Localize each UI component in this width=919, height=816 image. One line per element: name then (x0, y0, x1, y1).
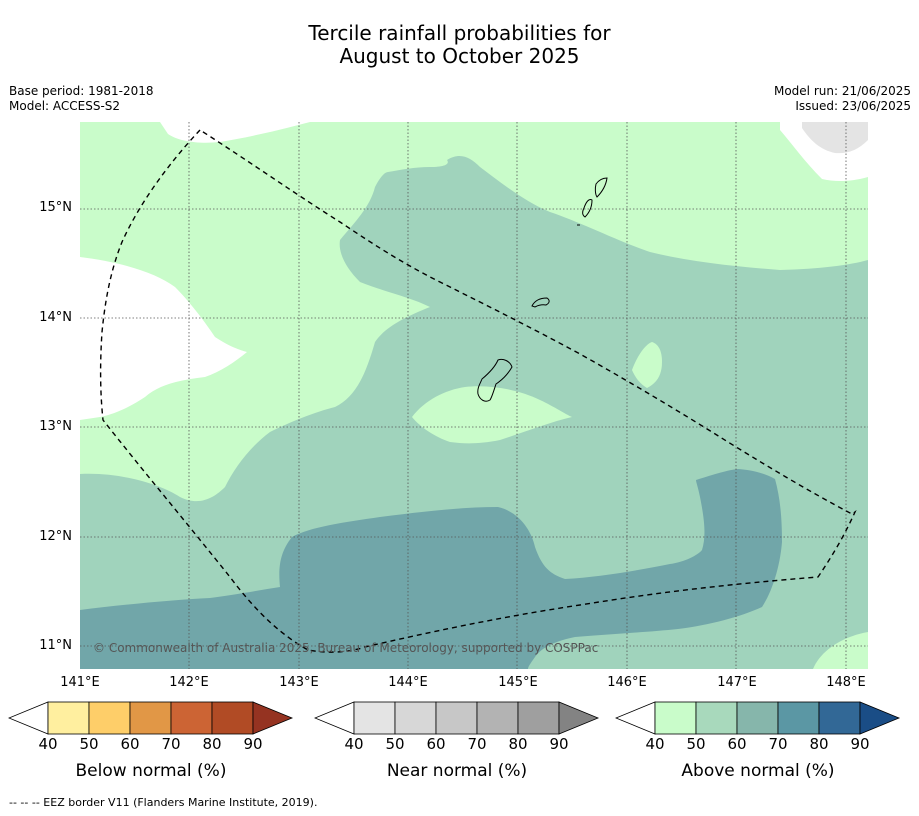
colorbar-above-tick: 60 (727, 735, 747, 753)
base-period: Base period: 1981-2018 (9, 84, 154, 98)
colorbar-below-segment (88, 701, 131, 735)
lat-label-12: 12°N (39, 529, 72, 544)
colorbar-above-segment (818, 701, 861, 735)
lat-label-13: 13°N (39, 419, 72, 434)
colorbar-below-segment (211, 701, 254, 735)
islands (477, 177, 608, 402)
region-above-40-50-southeast (813, 632, 868, 669)
lat-label-14: 14°N (39, 310, 72, 325)
model-name: Model: ACCESS-S2 (9, 99, 121, 113)
lon-label-148: 148°E (826, 675, 866, 690)
island-rota (531, 297, 550, 308)
colorbar-above-label: Above normal (%) (681, 761, 835, 781)
colorbar-below-segment (170, 701, 213, 735)
title-line-2: August to October 2025 (339, 44, 580, 68)
colorbar-near-segment (517, 701, 560, 735)
lon-label-142: 142°E (169, 675, 209, 690)
probability-map (80, 122, 868, 669)
colorbar-below-label: Below normal (%) (75, 761, 227, 781)
eez-border (99, 129, 857, 653)
colorbar-below-tick: 80 (202, 735, 222, 753)
colorbar-above (615, 701, 901, 735)
lat-label-15: 15°N (39, 200, 72, 215)
island-tinian (594, 177, 608, 198)
colorbar-above-extend-low (615, 701, 656, 735)
colorbar-near-segment (476, 701, 519, 735)
colorbar-above-tick: 80 (809, 735, 829, 753)
colorbar-above-tick: 90 (850, 735, 870, 753)
colorbar-above-segment (736, 701, 779, 735)
colorbar-below-tick: 40 (38, 735, 58, 753)
region-above-60-70 (80, 469, 782, 669)
map-title: Tercile rainfall probabilities for Augus… (0, 22, 919, 68)
title-line-1: Tercile rainfall probabilities for (308, 21, 611, 45)
island-guam (477, 358, 513, 402)
colorbar-near-tick: 90 (549, 735, 569, 753)
island-saipan (582, 199, 593, 218)
lat-label-11: 11°N (39, 638, 72, 653)
colorbar-above-extend-high (859, 701, 901, 735)
colorbar-above-tick: 40 (645, 735, 665, 753)
colorbar-near-label: Near normal (%) (386, 761, 528, 781)
region-white-west (80, 257, 247, 420)
lon-label-143: 143°E (279, 675, 319, 690)
region-near-northeast (802, 122, 868, 154)
colorbar-near-tick: 40 (344, 735, 364, 753)
colorbar-below-extend-high (252, 701, 294, 735)
region-above-40-50-centre (412, 386, 572, 444)
lon-label-145: 145°E (498, 675, 538, 690)
colorbar-near-tick: 80 (508, 735, 528, 753)
region-above-40-50-east (632, 342, 662, 388)
colorbar-near (314, 701, 600, 735)
colorbar-below-tick: 90 (243, 735, 263, 753)
meta-left: Base period: 1981-2018 Model: ACCESS-S2 (9, 84, 154, 114)
graticule (80, 122, 868, 669)
lon-label-144: 144°E (388, 675, 428, 690)
colorbar-above-segment (777, 701, 820, 735)
lon-label-141: 141°E (60, 675, 100, 690)
region-white-north (160, 122, 310, 143)
colorbar-near-tick: 50 (385, 735, 405, 753)
colorbar-above-segment (695, 701, 738, 735)
lon-label-147: 147°E (717, 675, 757, 690)
colorbar-near-segment (394, 701, 437, 735)
colorbar-below-segment (129, 701, 172, 735)
colorbar-near-tick: 60 (426, 735, 446, 753)
colorbar-below-tick: 60 (120, 735, 140, 753)
colorbar-near-extend-low (314, 701, 355, 735)
colorbar-near-segment (435, 701, 478, 735)
model-run: Model run: 21/06/2025 (773, 84, 911, 98)
lon-label-146: 146°E (607, 675, 647, 690)
copyright-notice: © Commonwealth of Australia 2025, Bureau… (93, 641, 599, 655)
colorbar-below-extend-low (8, 701, 49, 735)
colorbar-above-tick: 70 (768, 735, 788, 753)
colorbar-above-tick: 50 (686, 735, 706, 753)
eez-legend-note: -- -- -- EEZ border V11 (Flanders Marine… (9, 796, 318, 809)
colorbar-below-tick: 50 (79, 735, 99, 753)
colorbar-below (8, 701, 294, 735)
colorbar-above-segment (654, 701, 697, 735)
colorbar-below-segment (47, 701, 90, 735)
meta-right: Model run: 21/06/2025 Issued: 23/06/2025 (774, 84, 911, 114)
colorbar-near-segment (353, 701, 396, 735)
colorbar-near-extend-high (558, 701, 600, 735)
colorbar-below-tick: 70 (161, 735, 181, 753)
issued-date: Issued: 23/06/2025 (795, 99, 911, 113)
colorbar-near-tick: 70 (467, 735, 487, 753)
